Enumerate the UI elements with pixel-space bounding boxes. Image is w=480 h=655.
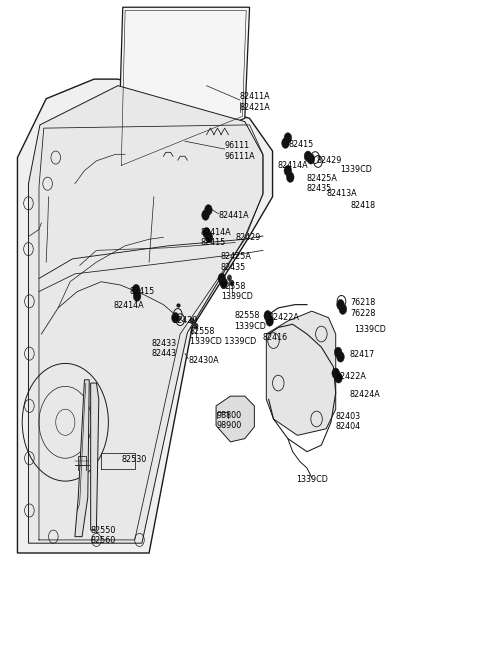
Text: 1339CD: 1339CD: [354, 325, 386, 334]
Text: 82429: 82429: [235, 233, 261, 242]
Circle shape: [334, 347, 342, 358]
Circle shape: [339, 304, 347, 314]
Circle shape: [132, 284, 140, 295]
Circle shape: [304, 151, 312, 162]
Text: 82414A
82415: 82414A 82415: [201, 227, 231, 247]
Text: 1339CD: 1339CD: [340, 165, 372, 174]
Text: 82416: 82416: [263, 333, 288, 342]
Text: 82417: 82417: [349, 350, 374, 360]
Circle shape: [284, 133, 292, 143]
Text: 1339CD: 1339CD: [297, 475, 328, 483]
Text: 82413A: 82413A: [326, 189, 357, 198]
Circle shape: [202, 210, 209, 220]
Polygon shape: [266, 311, 336, 436]
Text: 82425A
82435: 82425A 82435: [306, 174, 337, 193]
Circle shape: [264, 310, 272, 321]
Text: 82418: 82418: [350, 202, 375, 210]
Polygon shape: [216, 396, 254, 442]
Circle shape: [282, 138, 289, 149]
Circle shape: [218, 273, 226, 284]
Circle shape: [332, 368, 339, 379]
Text: 96111
96111A: 96111 96111A: [225, 141, 255, 160]
Text: 76218
76228: 76218 76228: [350, 298, 375, 318]
Circle shape: [190, 318, 194, 324]
Text: 82415: 82415: [289, 140, 314, 149]
Circle shape: [193, 323, 198, 329]
Text: 82558
1339CD: 82558 1339CD: [221, 282, 253, 301]
Circle shape: [133, 291, 141, 301]
Text: 82415: 82415: [130, 287, 155, 296]
Circle shape: [266, 316, 274, 326]
Polygon shape: [17, 79, 273, 553]
Circle shape: [205, 232, 213, 242]
Text: 82414A: 82414A: [113, 301, 144, 310]
Text: 1339CD 1339CD: 1339CD 1339CD: [190, 337, 256, 346]
Text: 82558: 82558: [190, 327, 215, 336]
Text: 82441A: 82441A: [218, 210, 249, 219]
Circle shape: [203, 227, 210, 238]
Polygon shape: [118, 7, 250, 168]
Text: 82424A: 82424A: [349, 390, 380, 399]
Circle shape: [336, 299, 344, 310]
Text: 82414A: 82414A: [277, 161, 308, 170]
Circle shape: [307, 154, 315, 164]
Text: 82411A
82421A: 82411A 82421A: [240, 92, 271, 112]
Circle shape: [171, 312, 179, 323]
Text: 82403
82404: 82403 82404: [336, 412, 361, 432]
Circle shape: [287, 172, 294, 182]
Circle shape: [336, 352, 344, 362]
Circle shape: [220, 278, 228, 288]
Polygon shape: [91, 383, 99, 530]
Circle shape: [284, 166, 292, 176]
Text: 82429: 82429: [173, 316, 198, 326]
Circle shape: [229, 280, 234, 286]
Text: 82425A
82435: 82425A 82435: [221, 252, 252, 272]
Circle shape: [204, 204, 212, 215]
Circle shape: [227, 274, 232, 281]
Text: 98800
98900: 98800 98900: [216, 411, 241, 430]
Text: 82429: 82429: [317, 157, 342, 165]
Text: 82558
1339CD: 82558 1339CD: [234, 311, 266, 331]
Text: 82422A: 82422A: [269, 313, 300, 322]
Polygon shape: [28, 86, 263, 543]
Text: 82530: 82530: [121, 455, 146, 464]
Text: 82422A: 82422A: [336, 372, 367, 381]
Text: 82433
82443: 82433 82443: [152, 339, 177, 358]
Polygon shape: [75, 380, 89, 536]
Text: 82550
82560: 82550 82560: [91, 526, 116, 545]
Circle shape: [335, 373, 342, 383]
Text: 82430A: 82430A: [188, 356, 219, 365]
